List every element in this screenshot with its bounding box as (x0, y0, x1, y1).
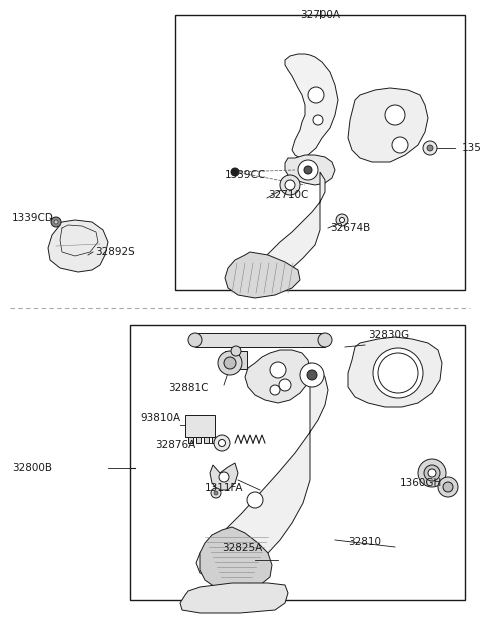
Bar (212, 437, 217, 443)
Circle shape (438, 477, 458, 497)
Circle shape (270, 362, 286, 378)
Text: 1339CD: 1339CD (12, 213, 54, 223)
Circle shape (424, 465, 440, 481)
Circle shape (51, 217, 61, 227)
Text: 32800B: 32800B (12, 463, 52, 473)
Bar (130, 325, 465, 600)
Circle shape (218, 351, 242, 375)
Text: 32710C: 32710C (268, 190, 308, 200)
Polygon shape (196, 363, 328, 577)
Text: 32810: 32810 (348, 537, 381, 547)
Text: 93810A: 93810A (140, 413, 180, 423)
Polygon shape (200, 527, 272, 590)
Circle shape (214, 491, 218, 495)
Circle shape (385, 105, 405, 125)
Circle shape (211, 488, 221, 498)
Circle shape (304, 166, 312, 174)
Circle shape (443, 482, 453, 492)
Polygon shape (225, 252, 300, 298)
Circle shape (214, 435, 230, 451)
Polygon shape (258, 172, 325, 282)
Circle shape (428, 469, 436, 477)
Polygon shape (48, 220, 108, 272)
Circle shape (373, 348, 423, 398)
Circle shape (300, 363, 324, 387)
Circle shape (224, 357, 236, 369)
Polygon shape (180, 583, 288, 613)
Text: 1351GA: 1351GA (462, 143, 480, 153)
Text: 32830G: 32830G (368, 330, 409, 340)
Text: 32881C: 32881C (168, 383, 208, 393)
Circle shape (219, 472, 229, 482)
Circle shape (231, 346, 241, 356)
Circle shape (54, 220, 58, 224)
Polygon shape (245, 350, 310, 403)
Text: 32876A: 32876A (155, 440, 195, 450)
Circle shape (423, 141, 437, 155)
Polygon shape (285, 155, 335, 185)
Bar (196, 437, 201, 443)
Text: 32825A: 32825A (222, 543, 262, 553)
Circle shape (378, 353, 418, 393)
Polygon shape (285, 54, 338, 158)
Circle shape (427, 145, 433, 151)
Circle shape (270, 385, 280, 395)
Bar (188, 437, 193, 443)
Circle shape (418, 459, 446, 487)
Bar (225, 351, 247, 369)
Text: 32700A: 32700A (300, 10, 340, 20)
Circle shape (308, 87, 324, 103)
Circle shape (392, 137, 408, 153)
Circle shape (231, 168, 239, 176)
Polygon shape (210, 463, 238, 490)
Circle shape (218, 440, 226, 446)
Polygon shape (348, 337, 442, 407)
Bar (204, 437, 209, 443)
Text: 32892S: 32892S (95, 247, 135, 257)
Circle shape (279, 379, 291, 391)
Circle shape (280, 175, 300, 195)
Bar (175, 15, 465, 290)
Circle shape (247, 492, 263, 508)
Circle shape (307, 370, 317, 380)
Text: 1360GH: 1360GH (400, 478, 442, 488)
Circle shape (336, 214, 348, 226)
Circle shape (339, 218, 345, 223)
Text: 1339CC: 1339CC (225, 170, 266, 180)
Circle shape (318, 333, 332, 347)
Bar (185, 415, 215, 437)
Circle shape (313, 115, 323, 125)
Text: 1311FA: 1311FA (205, 483, 243, 493)
Circle shape (285, 180, 295, 190)
Circle shape (298, 160, 318, 180)
Polygon shape (348, 88, 428, 162)
Text: 32674B: 32674B (330, 223, 370, 233)
Circle shape (188, 333, 202, 347)
Bar (195, 333, 325, 347)
